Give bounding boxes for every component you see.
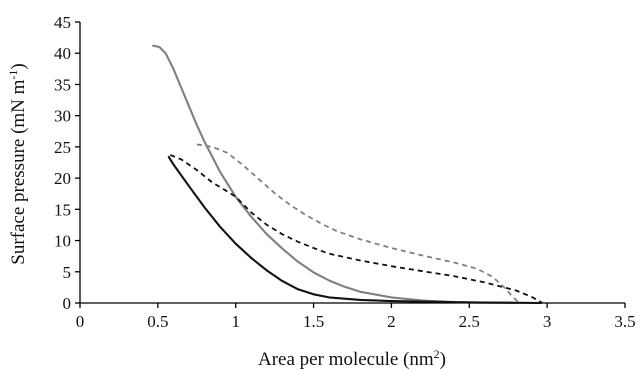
series-line-1 <box>152 44 518 305</box>
x-tick-label: 0 <box>76 312 85 331</box>
y-tick-label: 0 <box>63 294 72 313</box>
y-tick-label: 20 <box>54 169 71 188</box>
x-tick-label: 0.5 <box>147 312 168 331</box>
y-axis-title: Surface pressure (mN m-1) <box>6 63 29 265</box>
y-tick-label: 25 <box>54 138 71 157</box>
x-tick-label: 3 <box>543 312 552 331</box>
x-tick-label: 3.5 <box>614 312 635 331</box>
x-axis-title: Area per molecule (nm2) <box>258 347 446 370</box>
y-tick-label: 10 <box>54 232 71 251</box>
y-tick-label: 30 <box>54 107 71 126</box>
y-tick-label: 5 <box>63 263 72 282</box>
y-tick-label: 40 <box>54 44 71 63</box>
y-axis-title-text: Surface pressure (mN m-1) <box>6 63 29 265</box>
series-line-2 <box>167 155 542 305</box>
series-line-3 <box>169 154 543 304</box>
y-tick-label: 35 <box>54 75 71 94</box>
y-tick-label: 15 <box>54 200 71 219</box>
x-tick-label: 1.5 <box>303 312 324 331</box>
x-tick-label: 2.5 <box>459 312 480 331</box>
plot-area: 0 5 10 15 20 25 30 35 40 45 0 0.5 1 1.5 2 2.5 3 3.5 <box>54 13 636 331</box>
y-tick-label: 45 <box>54 13 71 32</box>
x-tick-label: 2 <box>387 312 396 331</box>
series-line-4 <box>196 143 520 304</box>
x-tick-label: 1 <box>231 312 240 331</box>
